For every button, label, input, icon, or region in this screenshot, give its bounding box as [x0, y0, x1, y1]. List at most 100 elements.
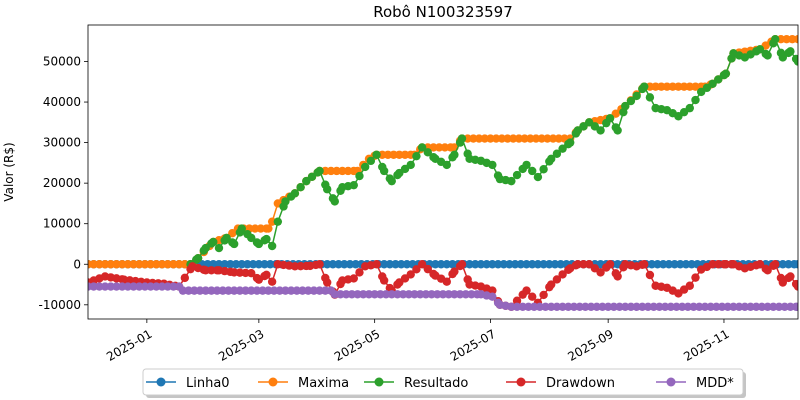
data-point [180, 273, 190, 283]
data-point [349, 274, 358, 283]
data-point [558, 270, 567, 279]
data-point [360, 162, 370, 172]
data-point [533, 172, 543, 182]
data-point [786, 272, 795, 281]
data-point [457, 134, 467, 143]
data-point [613, 272, 622, 281]
data-point [267, 277, 277, 286]
data-point [714, 75, 723, 84]
data-point [330, 197, 339, 206]
data-point [322, 278, 332, 287]
data-point [450, 267, 459, 276]
series-line [88, 38, 798, 266]
data-point [528, 292, 537, 301]
data-point [613, 126, 622, 135]
data-point [423, 264, 433, 274]
data-point [721, 69, 731, 78]
data-point [632, 91, 641, 101]
data-point [565, 138, 575, 147]
data-point [193, 253, 203, 263]
data-point [229, 239, 239, 249]
y-tick-label: 10000 [43, 217, 81, 231]
data-point [379, 276, 389, 285]
data-point [793, 302, 798, 312]
data-point [771, 260, 780, 269]
legend-item-Linha0: Linha0 [146, 376, 230, 391]
data-point [763, 51, 772, 60]
legend-label: Linha0 [186, 376, 230, 391]
data-point [611, 109, 620, 118]
chart-title: Robô N100323597 [373, 3, 513, 21]
data-point [708, 79, 717, 89]
data-point [626, 96, 636, 106]
data-point [442, 277, 451, 286]
data-point [201, 243, 210, 253]
x-tick-label: 2025-07 [448, 327, 498, 364]
y-tick-label: 50000 [43, 54, 81, 68]
data-point [349, 180, 358, 190]
data-point [539, 165, 548, 174]
data-point [273, 217, 283, 226]
data-point [247, 233, 256, 243]
data-point [412, 265, 421, 274]
data-point [771, 34, 780, 44]
data-point [512, 296, 522, 305]
data-point [372, 260, 381, 269]
data-point [522, 160, 531, 170]
data-point [778, 278, 788, 287]
plot-frame [87, 24, 799, 320]
y-axis-label: Valor (R$) [2, 142, 16, 201]
data-point [552, 149, 562, 158]
legend-label: Maxima [298, 376, 349, 391]
data-point [512, 170, 522, 180]
data-point [793, 282, 798, 291]
y-tick-label: 30000 [43, 136, 81, 150]
data-point [547, 154, 556, 164]
legend-marker [268, 377, 278, 387]
data-point [222, 233, 231, 243]
data-point [379, 166, 389, 176]
data-point [322, 185, 332, 194]
legend-marker [516, 377, 526, 387]
data-point [793, 34, 798, 44]
legend-label: MDD* [696, 376, 734, 391]
data-point [488, 286, 497, 295]
data-point [507, 176, 516, 186]
data-point [605, 114, 615, 123]
data-point [645, 93, 655, 102]
data-point [558, 144, 567, 153]
y-tick-label: 40000 [43, 95, 81, 109]
x-axis: 2025-01 2025-03 2025-05 2025-07 2025-09 2025-… [104, 319, 732, 364]
x-tick-label: 2025-03 [216, 327, 266, 364]
x-tick-label: 2025-11 [681, 327, 731, 364]
data-point [406, 160, 415, 170]
data-point [214, 243, 224, 253]
data-point [528, 166, 537, 176]
x-tick-label: 2025-05 [332, 327, 382, 364]
data-point [267, 241, 277, 251]
series-Drawdown [88, 260, 798, 312]
data-point [786, 47, 795, 56]
data-point [755, 260, 765, 269]
data-point [763, 266, 772, 275]
data-point [209, 237, 218, 247]
legend-marker [156, 377, 166, 387]
y-tick-label: -10000 [38, 298, 81, 312]
data-point [307, 172, 317, 181]
data-point [605, 260, 615, 269]
data-point [488, 160, 497, 170]
data-point [778, 53, 788, 62]
data-point [387, 176, 396, 186]
data-point [417, 260, 427, 269]
x-tick-label: 2025-01 [104, 327, 154, 364]
data-point [488, 292, 497, 301]
legend-item-Maxima: Maxima [258, 376, 349, 391]
data-point [423, 148, 433, 157]
data-point [296, 183, 305, 192]
data-point [645, 270, 655, 280]
legend: Linha0 Maxima Resultado Drawdown MDD* [142, 368, 746, 398]
data-point [315, 260, 324, 269]
legend-item-MDD*: MDD* [656, 376, 734, 391]
legend-item-Drawdown: Drawdown [506, 376, 615, 391]
data-point [366, 156, 376, 166]
